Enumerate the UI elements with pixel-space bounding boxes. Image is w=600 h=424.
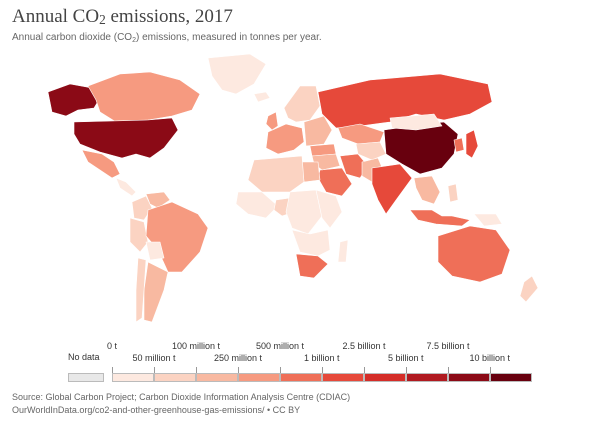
legend-tick-label: 500 million t [256, 341, 305, 351]
region-korea[interactable] [453, 137, 465, 153]
region-egypt[interactable] [301, 161, 321, 183]
legend-bin-10 [490, 373, 532, 382]
legend-tick-mark [490, 367, 491, 373]
region-brazil[interactable] [145, 201, 209, 273]
legend-tick-mark [196, 367, 197, 373]
region-southeast-asia[interactable] [413, 175, 441, 205]
legend-tick-mark [322, 367, 323, 373]
title-subscript: 2 [99, 12, 106, 27]
legend-tick-label: 50 million t [132, 353, 176, 363]
region-central-africa[interactable] [285, 189, 323, 235]
title-text: Annual CO [12, 6, 100, 27]
legend-tick-label: 10 billion t [469, 353, 511, 363]
legend-bin-4 [238, 373, 280, 382]
region-australia[interactable] [437, 225, 511, 283]
region-south-africa[interactable] [295, 253, 329, 279]
legend-bin-1 [112, 373, 154, 382]
legend-no-data-swatch [68, 373, 104, 382]
region-canada[interactable] [87, 71, 201, 123]
region-russia[interactable] [317, 73, 493, 129]
legend-tick-label: 2.5 billion t [342, 341, 386, 351]
legend-tick-label: 0 t [107, 341, 118, 351]
region-new-zealand[interactable] [519, 275, 539, 303]
region-papua-new-guinea[interactable] [473, 213, 503, 227]
region-chile[interactable] [135, 257, 147, 323]
source-url: OurWorldInData.org/co2-and-other-greenho… [12, 405, 301, 415]
region-argentina[interactable] [143, 261, 169, 323]
region-western-europe[interactable] [265, 123, 305, 155]
region-japan[interactable] [465, 129, 479, 159]
legend-bin-5 [280, 373, 322, 382]
region-madagascar[interactable] [337, 239, 349, 263]
title-text-end: emissions, 2017 [105, 6, 233, 27]
region-united-states[interactable] [73, 117, 179, 159]
region-east-africa[interactable] [315, 189, 343, 229]
region-alaska[interactable] [47, 83, 101, 117]
legend-tick-label: 100 million t [172, 341, 221, 351]
legend-tick-label: 5 billion t [388, 353, 424, 363]
legend-tick-label: 250 million t [214, 353, 263, 363]
legend-tick-mark [112, 367, 113, 373]
region-kazakhstan[interactable] [337, 123, 385, 145]
subtitle-text-end: ) emissions, measured in tonnes per year… [135, 32, 322, 43]
legend-bin-6 [322, 373, 364, 382]
legend-tick-mark [280, 367, 281, 373]
world-map [47, 53, 539, 323]
legend-tick-mark [154, 367, 155, 373]
legend-bin-7 [364, 373, 406, 382]
subtitle-text: Annual carbon dioxide (CO [12, 32, 133, 43]
source-note: Source: Global Carbon Project; Carbon Di… [12, 392, 351, 402]
region-central-asia[interactable] [355, 141, 387, 161]
region-scandinavia[interactable] [283, 85, 321, 123]
legend-tick-label: 1 billion t [304, 353, 340, 363]
chart-subtitle: Annual carbon dioxide (CO2) emissions, m… [12, 32, 322, 44]
legend-no-data-label: No data [68, 352, 100, 362]
chart-title: Annual CO2 emissions, 2017 [12, 6, 233, 28]
region-india[interactable] [371, 163, 413, 215]
region-north-africa[interactable] [247, 155, 305, 193]
region-mexico[interactable] [81, 149, 121, 179]
region-bolivia[interactable] [145, 241, 165, 261]
region-iceland[interactable] [253, 91, 271, 103]
region-united-kingdom[interactable] [265, 111, 279, 131]
region-eastern-europe[interactable] [303, 115, 333, 147]
region-venezuela[interactable] [145, 191, 171, 209]
region-mongolia[interactable] [389, 113, 443, 131]
legend-tick-mark [364, 367, 365, 373]
region-indonesia[interactable] [409, 209, 471, 227]
region-greenland[interactable] [207, 53, 267, 95]
legend-tick-mark [238, 367, 239, 373]
legend-tick-mark [406, 367, 407, 373]
subtitle-subscript: 2 [132, 37, 136, 44]
region-peru[interactable] [129, 217, 149, 253]
region-philippines[interactable] [447, 183, 459, 203]
legend-tick-label: 7.5 billion t [426, 341, 470, 351]
region-west-africa[interactable] [235, 191, 279, 219]
legend-tick-mark [448, 367, 449, 373]
legend-bin-3 [196, 373, 238, 382]
region-central-america[interactable] [115, 177, 137, 197]
legend-bin-2 [154, 373, 196, 382]
legend-bin-8 [406, 373, 448, 382]
legend-bin-9 [448, 373, 490, 382]
region-southern-africa[interactable] [291, 229, 331, 257]
